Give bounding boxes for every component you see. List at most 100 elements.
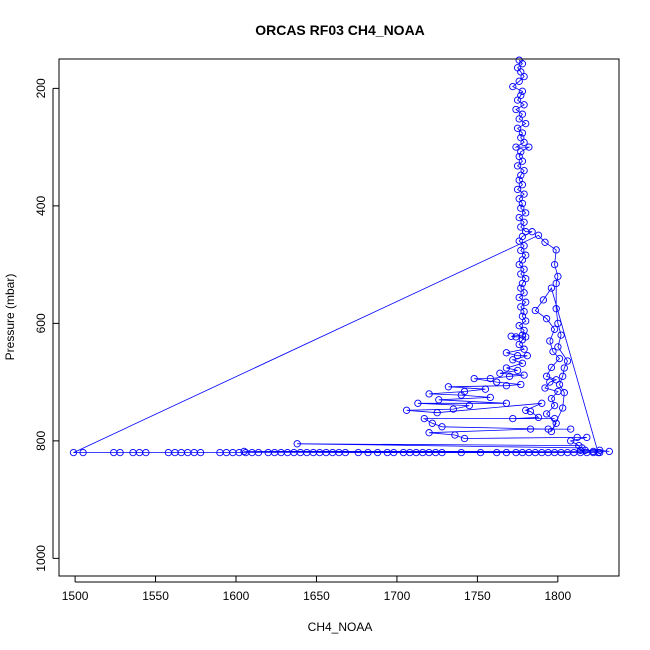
data-point (550, 260, 559, 269)
data-point (549, 347, 557, 356)
data-point (581, 446, 589, 454)
data-point (539, 296, 548, 304)
data-point (402, 406, 411, 414)
data-point (573, 433, 581, 442)
data-point (428, 419, 436, 427)
data-point (541, 384, 549, 392)
data-point (518, 157, 527, 165)
data-point (542, 410, 551, 418)
data-point (541, 238, 549, 246)
data-point (293, 440, 301, 448)
data-point (481, 385, 490, 393)
data-point (502, 349, 511, 357)
data-point (518, 129, 527, 137)
data-point (493, 448, 501, 457)
data-point (547, 394, 556, 403)
data-point (517, 204, 525, 212)
x-tick-label: 1600 (223, 589, 250, 603)
data-point (420, 414, 428, 423)
data-point (507, 332, 515, 340)
data-point (518, 279, 527, 288)
data-point (546, 378, 554, 386)
data-point (470, 374, 478, 383)
chart-title: ORCAS RF03 CH4_NOAA (255, 22, 425, 38)
data-point (341, 448, 350, 457)
data-point (520, 345, 528, 353)
data-point (515, 237, 523, 245)
data-point (525, 143, 533, 151)
data-point (517, 270, 525, 278)
data-point (528, 228, 536, 236)
data-point (69, 448, 78, 457)
plot-area (69, 56, 613, 457)
data-point (390, 448, 398, 457)
data-point (515, 77, 523, 85)
data-point (465, 401, 473, 410)
data-point (449, 405, 457, 413)
data-point (554, 272, 562, 281)
data-point (513, 124, 522, 132)
data-point (518, 87, 527, 95)
data-point (557, 331, 565, 339)
data-point (534, 413, 543, 422)
data-point (496, 369, 504, 377)
data-point (546, 337, 554, 345)
data-point (515, 293, 523, 302)
y-tick-label: 400 (34, 196, 48, 216)
data-point (522, 119, 530, 128)
data-point (354, 448, 362, 457)
data-point (559, 372, 567, 380)
data-point (526, 425, 535, 433)
data-point (142, 448, 150, 457)
y-tick-label: 800 (34, 431, 48, 451)
data-point (515, 340, 523, 349)
data-point (373, 448, 382, 457)
data-point (523, 352, 531, 360)
data-point (515, 322, 523, 330)
data-point (520, 371, 528, 379)
data-point (517, 246, 525, 255)
data-point (550, 414, 559, 423)
data-point (520, 190, 528, 198)
data-point (512, 333, 520, 341)
x-axis: 1500 1550 1600 1650 1700 1750 1800 (62, 576, 572, 603)
series-line (73, 59, 610, 454)
x-tick-label: 1650 (303, 589, 330, 603)
data-point (520, 326, 528, 335)
data-point (520, 307, 528, 316)
x-tick-label: 1700 (384, 589, 411, 603)
data-point (517, 380, 525, 389)
data-point (513, 352, 522, 360)
data-point (444, 383, 453, 391)
y-axis: 200 400 600 800 1000 (34, 78, 59, 572)
data-point (554, 343, 562, 351)
data-point (555, 354, 564, 363)
data-point (576, 446, 585, 454)
data-point (513, 162, 522, 170)
data-point (550, 325, 559, 333)
y-tick-label: 200 (34, 78, 48, 98)
data-point (517, 148, 525, 156)
y-tick-label: 1000 (34, 545, 48, 572)
data-point (476, 448, 485, 457)
data-point (515, 213, 523, 222)
data-point (512, 143, 520, 151)
data-point (518, 359, 527, 367)
data-point (605, 447, 613, 456)
data-point (240, 447, 248, 456)
data-point (596, 448, 604, 457)
data-point (522, 209, 530, 217)
data-point (560, 389, 568, 397)
x-tick-label: 1550 (142, 589, 169, 603)
data-point (518, 181, 527, 189)
data-point (486, 374, 494, 383)
data-point (522, 406, 530, 414)
data-point (460, 434, 469, 443)
data-point (513, 185, 522, 194)
data-point (552, 279, 560, 288)
data-point (520, 101, 528, 109)
data-point (457, 448, 465, 457)
data-point (512, 105, 520, 114)
data-point (534, 231, 543, 239)
data-point (502, 364, 511, 372)
